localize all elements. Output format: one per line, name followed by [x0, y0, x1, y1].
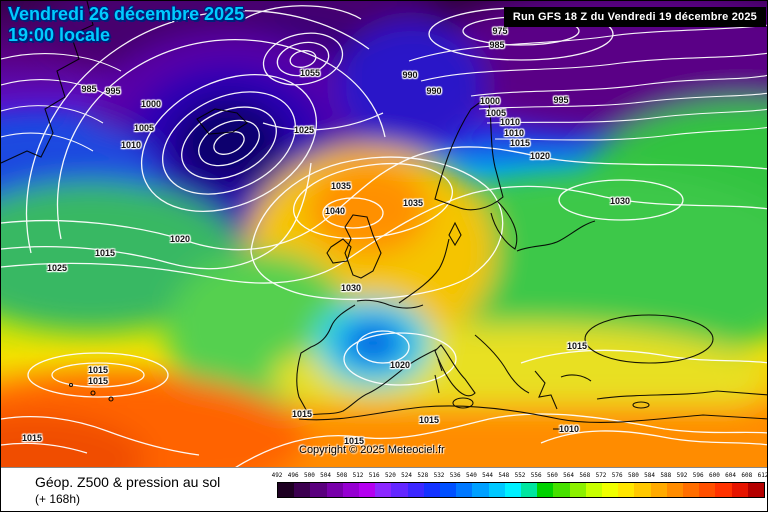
- scale-tick: 528: [417, 472, 429, 479]
- scale-tick: 504: [320, 472, 332, 479]
- scale-tick: 612: [757, 472, 768, 479]
- scale-segment: [488, 483, 505, 497]
- isobar-contours: [1, 5, 767, 469]
- color-scale: 492 496 500 504 508 512 516 520 524 528 532 536 540 5…: [272, 472, 768, 508]
- scale-segment: [407, 483, 424, 497]
- scale-segment: [618, 483, 635, 497]
- scale-segment: [666, 483, 684, 497]
- scale-tick: 536: [449, 472, 461, 479]
- map-area: 985 995 1000 1005 1010 1025 1055 1020 1015 1025 10…: [1, 1, 767, 469]
- copyright-text: Copyright © 2025 Meteociel.fr: [299, 444, 445, 456]
- scale-tick: 572: [595, 472, 607, 479]
- scale-segment: [602, 483, 619, 497]
- forecast-date: Vendredi 26 décembre 2025: [8, 4, 245, 24]
- scale-tick: 556: [530, 472, 542, 479]
- scale-segment: [342, 483, 360, 497]
- scale-segment: [553, 483, 570, 497]
- scale-segment: [359, 483, 376, 497]
- scale-segment: [456, 483, 473, 497]
- scale-segment: [440, 483, 457, 497]
- scale-segment: [326, 483, 343, 497]
- scale-tick: 492: [271, 472, 283, 479]
- legend-bar: Géop. Z500 & pression au sol (+ 168h) 49…: [1, 467, 768, 511]
- scale-tick: 500: [303, 472, 315, 479]
- scale-segment: [569, 483, 586, 497]
- scale-tick: 540: [465, 472, 477, 479]
- scale-segment: [504, 483, 522, 497]
- scale-segment: [521, 483, 538, 497]
- chart-title: Géop. Z500 & pression au sol: [35, 474, 221, 490]
- scale-tick: 496: [287, 472, 299, 479]
- scale-segment: [391, 483, 408, 497]
- coastlines: [1, 1, 767, 430]
- scale-tick: 596: [692, 472, 704, 479]
- scale-tick: 544: [482, 472, 494, 479]
- scale-segment: [747, 483, 765, 497]
- scale-tick: 604: [725, 472, 737, 479]
- scale-segment: [294, 483, 311, 497]
- scale-tick: 588: [660, 472, 672, 479]
- scale-tick: 512: [352, 472, 364, 479]
- color-scale-bar: [277, 482, 765, 498]
- scale-tick: 584: [644, 472, 656, 479]
- scale-tick: 600: [708, 472, 720, 479]
- scale-tick: 592: [676, 472, 688, 479]
- forecast-time: 19:00 locale: [8, 25, 111, 46]
- scale-tick: 520: [384, 472, 396, 479]
- scale-segment: [537, 483, 554, 497]
- scale-segment: [715, 483, 732, 497]
- forecast-datetime: Vendredi 26 décembre 2025 19:00 locale: [8, 4, 244, 46]
- scale-segment: [585, 483, 603, 497]
- run-info-text: Run GFS 18 Z du Vendredi 19 décembre 202…: [512, 11, 757, 23]
- scale-segment: [278, 483, 295, 497]
- scale-segment: [634, 483, 651, 497]
- scale-tick: 580: [627, 472, 639, 479]
- scale-segment: [472, 483, 489, 497]
- scale-segment: [683, 483, 700, 497]
- color-scale-values: 492 496 500 504 508 512 516 520 524 528 532 536 540 5…: [272, 472, 768, 480]
- scale-tick: 552: [514, 472, 526, 479]
- scale-tick: 548: [498, 472, 510, 479]
- scale-segment: [731, 483, 748, 497]
- scale-segment: [650, 483, 667, 497]
- scale-tick: 524: [401, 472, 413, 479]
- scale-tick: 564: [563, 472, 575, 479]
- scale-tick: 608: [741, 472, 753, 479]
- scale-segment: [423, 483, 441, 497]
- scale-tick: 516: [368, 472, 380, 479]
- scale-tick: 568: [579, 472, 591, 479]
- scale-segment: [310, 483, 327, 497]
- scale-tick: 576: [611, 472, 623, 479]
- scale-tick: 560: [546, 472, 558, 479]
- geopotential-map: [1, 1, 767, 469]
- scale-tick: 508: [336, 472, 348, 479]
- scale-tick: 532: [433, 472, 445, 479]
- run-info-box: Run GFS 18 Z du Vendredi 19 décembre 202…: [503, 7, 766, 27]
- forecast-hour: (+ 168h): [35, 492, 81, 506]
- scale-segment: [699, 483, 716, 497]
- scale-segment: [375, 483, 392, 497]
